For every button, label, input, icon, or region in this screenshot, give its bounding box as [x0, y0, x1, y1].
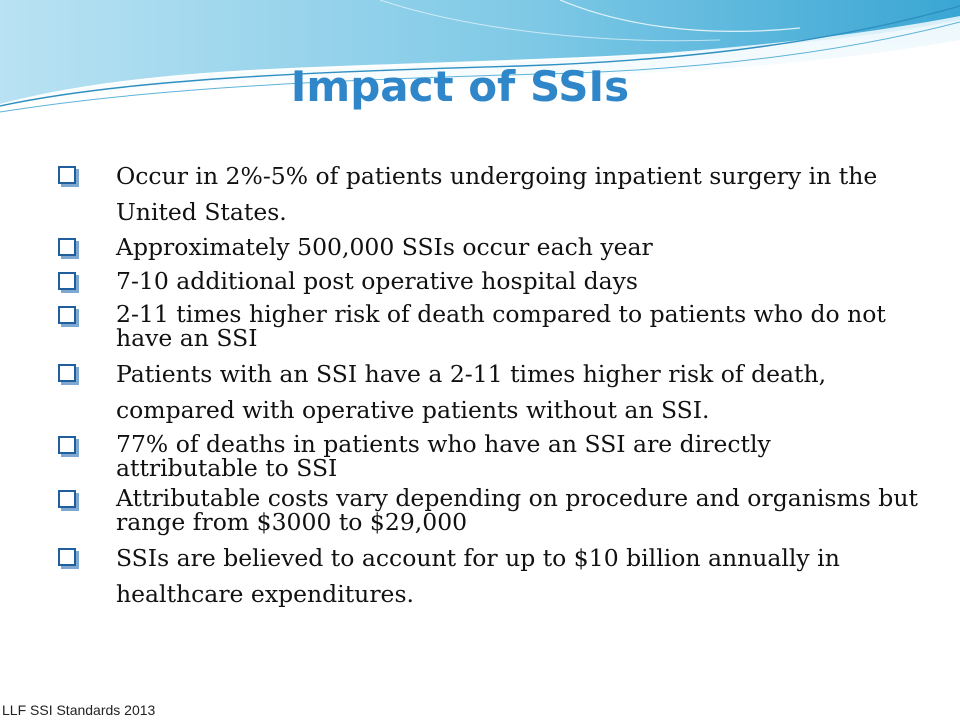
bullet-item: 7-10 additional post operative hospital … — [58, 264, 918, 298]
bullet-item: 77% of deaths in patients who have an SS… — [58, 432, 918, 480]
bullet-item: Attributable costs vary depending on pro… — [58, 486, 918, 534]
checkbox-square-icon — [58, 490, 76, 508]
checkbox-square-icon — [58, 166, 76, 184]
bullet-item: 2-11 times higher risk of death compared… — [58, 302, 918, 350]
bullet-text: Occur in 2%-5% of patients undergoing in… — [116, 162, 878, 226]
bullet-item: Patients with an SSI have a 2-11 times h… — [58, 356, 918, 428]
bullet-item: Approximately 500,000 SSIs occur each ye… — [58, 230, 918, 264]
checkbox-square-icon — [58, 364, 76, 382]
checkbox-square-icon — [58, 238, 76, 256]
checkbox-square-icon — [58, 306, 76, 324]
footer-text: LLF SSI Standards 2013 — [2, 702, 156, 718]
bullet-text: 7-10 additional post operative hospital … — [116, 267, 638, 295]
bullet-text: Patients with an SSI have a 2-11 times h… — [116, 360, 827, 424]
bullet-list: Occur in 2%-5% of patients undergoing in… — [58, 158, 918, 612]
header-wave-decoration — [0, 0, 960, 113]
checkbox-square-icon — [58, 436, 76, 454]
bullet-text: SSIs are believed to account for up to $… — [116, 544, 840, 608]
bullet-text: 2-11 times higher risk of death compared… — [116, 300, 886, 352]
bullet-text: Attributable costs vary depending on pro… — [116, 484, 918, 536]
bullet-text: 77% of deaths in patients who have an SS… — [116, 430, 771, 482]
bullet-item: Occur in 2%-5% of patients undergoing in… — [58, 158, 918, 230]
bullet-item: SSIs are believed to account for up to $… — [58, 540, 918, 612]
checkbox-square-icon — [58, 272, 76, 290]
slide-title: Impact of SSIs — [290, 62, 630, 111]
bullet-text: Approximately 500,000 SSIs occur each ye… — [116, 233, 653, 261]
checkbox-square-icon — [58, 548, 76, 566]
